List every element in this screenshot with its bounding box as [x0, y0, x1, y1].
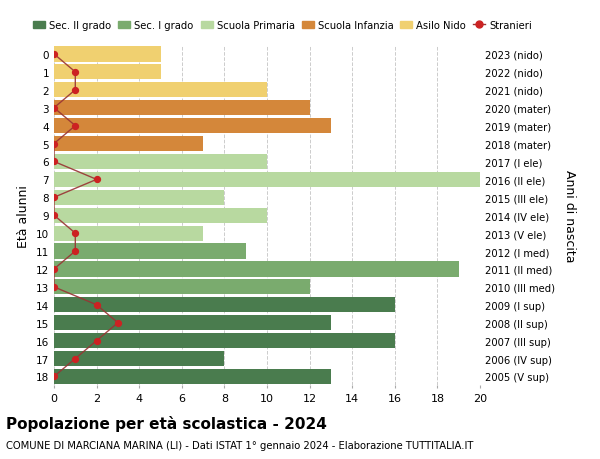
- Bar: [54, 119, 331, 134]
- Y-axis label: Età alunni: Età alunni: [17, 185, 31, 247]
- Point: [71, 355, 80, 363]
- Point: [49, 373, 59, 381]
- Point: [92, 176, 101, 184]
- Point: [71, 87, 80, 94]
- Point: [49, 158, 59, 166]
- Bar: [54, 101, 310, 116]
- Bar: [54, 208, 267, 224]
- Bar: [54, 333, 395, 348]
- Bar: [54, 315, 331, 330]
- Point: [71, 123, 80, 130]
- Bar: [54, 155, 267, 170]
- Bar: [54, 137, 203, 152]
- Point: [49, 266, 59, 273]
- Bar: [54, 226, 203, 241]
- Point: [49, 194, 59, 202]
- Bar: [54, 351, 224, 366]
- Point: [113, 319, 123, 327]
- Point: [49, 284, 59, 291]
- Point: [49, 140, 59, 148]
- Bar: [54, 297, 395, 313]
- Bar: [54, 65, 161, 80]
- Bar: [54, 262, 459, 277]
- Bar: [54, 83, 267, 98]
- Bar: [54, 47, 161, 62]
- Bar: [54, 173, 480, 188]
- Legend: Sec. II grado, Sec. I grado, Scuola Primaria, Scuola Infanzia, Asilo Nido, Stran: Sec. II grado, Sec. I grado, Scuola Prim…: [29, 17, 536, 35]
- Point: [71, 248, 80, 255]
- Bar: [54, 244, 246, 259]
- Point: [92, 337, 101, 345]
- Point: [49, 51, 59, 58]
- Text: Popolazione per età scolastica - 2024: Popolazione per età scolastica - 2024: [6, 415, 327, 431]
- Y-axis label: Anni di nascita: Anni di nascita: [563, 169, 576, 262]
- Point: [71, 69, 80, 76]
- Bar: [54, 280, 310, 295]
- Bar: [54, 190, 224, 206]
- Text: COMUNE DI MARCIANA MARINA (LI) - Dati ISTAT 1° gennaio 2024 - Elaborazione TUTTI: COMUNE DI MARCIANA MARINA (LI) - Dati IS…: [6, 440, 473, 450]
- Point: [49, 105, 59, 112]
- Point: [71, 230, 80, 237]
- Point: [49, 212, 59, 219]
- Bar: [54, 369, 331, 384]
- Point: [92, 302, 101, 309]
